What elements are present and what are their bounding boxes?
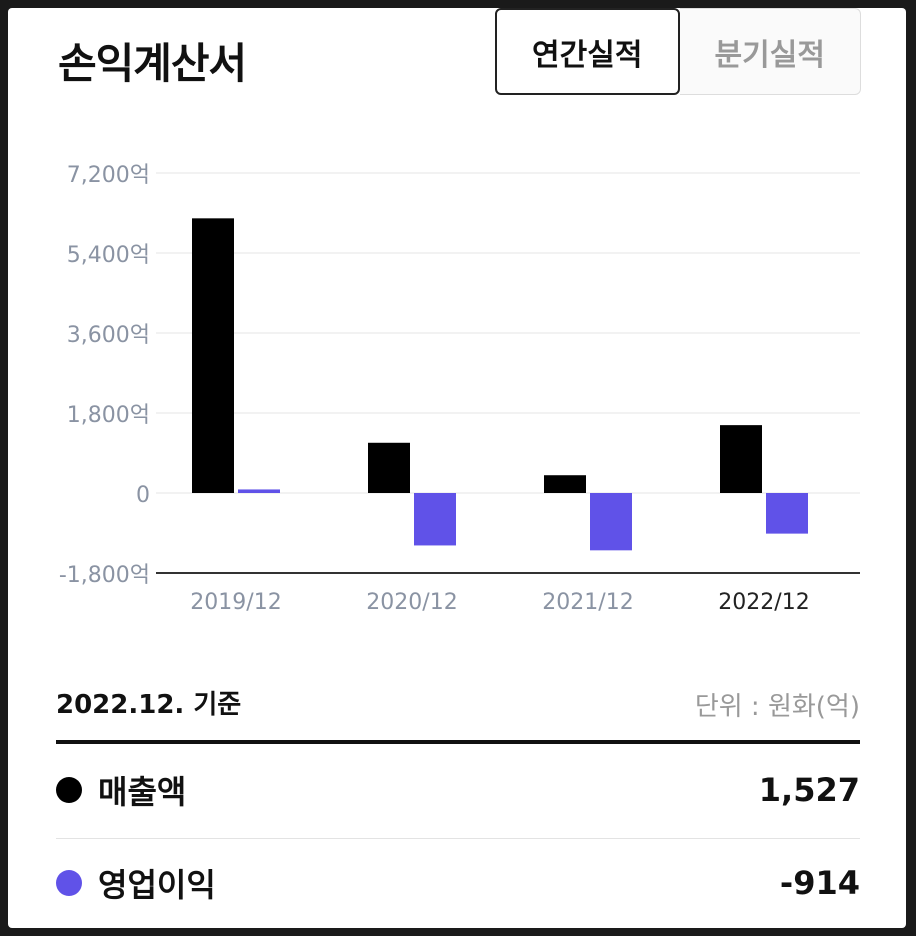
bar-operating-income bbox=[766, 493, 808, 534]
operating-income-dot-icon bbox=[56, 870, 82, 896]
y-tick-label: 3,600억 bbox=[67, 323, 150, 348]
page-title: 손익계산서 bbox=[58, 39, 247, 88]
x-tick-label: 2019/12 bbox=[190, 590, 281, 615]
bar-operating-income bbox=[238, 489, 280, 493]
bar-revenue bbox=[544, 475, 586, 493]
x-tick-label: 2022/12 bbox=[718, 590, 809, 615]
tab-annual[interactable]: 연간실적 bbox=[495, 8, 680, 95]
y-tick-label: 7,200억 bbox=[67, 163, 150, 188]
divider bbox=[56, 838, 860, 839]
bar-revenue bbox=[368, 442, 410, 493]
bar-revenue bbox=[192, 218, 234, 494]
divider bbox=[56, 740, 860, 744]
legend-row-operating-income: 영업이익 -914 bbox=[56, 853, 860, 913]
unit-label: 단위 : 원화(억) bbox=[694, 692, 860, 722]
y-tick-label: 1,800억 bbox=[67, 403, 150, 428]
bar-revenue bbox=[720, 425, 762, 493]
legend-value: 1,527 bbox=[758, 771, 860, 809]
y-tick-label: 0 bbox=[136, 483, 150, 508]
y-tick-label: -1,800억 bbox=[59, 563, 150, 588]
period-toggle: 연간실적 분기실적 bbox=[495, 8, 861, 95]
income-statement-card: 손익계산서 연간실적 분기실적 7,200억 5,400억 3,600억 1,800억… bbox=[8, 8, 906, 928]
legend-name: 매출액 bbox=[98, 773, 187, 811]
legend-value: -914 bbox=[779, 864, 860, 902]
revenue-dot-icon bbox=[56, 777, 82, 803]
y-tick-label: 5,400억 bbox=[67, 243, 150, 268]
basis-date: 2022.12. 기준 bbox=[56, 690, 242, 720]
bar-operating-income bbox=[414, 493, 456, 546]
income-bar-chart: 7,200억 5,400억 3,600억 1,800억 0 -1,800억 2019/12 2… bbox=[59, 163, 860, 615]
legend-row-revenue: 매출액 1,527 bbox=[56, 760, 860, 820]
tab-quarterly[interactable]: 분기실적 bbox=[679, 8, 861, 95]
legend-name: 영업이익 bbox=[98, 866, 216, 904]
x-tick-label: 2020/12 bbox=[366, 590, 457, 615]
x-tick-label: 2021/12 bbox=[542, 590, 633, 615]
bar-operating-income bbox=[590, 493, 632, 551]
